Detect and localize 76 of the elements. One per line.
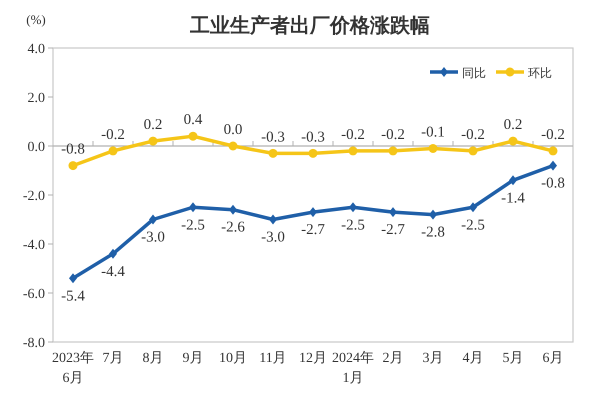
point bbox=[149, 214, 157, 224]
y-axis-title: (%) bbox=[26, 12, 46, 27]
chart-title: 工业生产者出厂价格涨跌幅 bbox=[189, 13, 430, 37]
y-tick-label: 0.0 bbox=[28, 140, 45, 155]
x-tick-label: 2023年6月 bbox=[52, 350, 94, 386]
point bbox=[268, 148, 278, 158]
point bbox=[548, 146, 558, 156]
point bbox=[148, 136, 158, 146]
data-label: -2.5 bbox=[461, 217, 485, 234]
data-label: -0.2 bbox=[461, 126, 485, 143]
data-label: -0.2 bbox=[101, 126, 125, 143]
point bbox=[508, 136, 518, 146]
y-tick-label: 2.0 bbox=[28, 91, 45, 106]
data-label: -2.5 bbox=[181, 217, 205, 234]
x-tick-label: 9月 bbox=[182, 351, 204, 366]
x-tick-label: 2024年1月 bbox=[332, 350, 374, 386]
data-label: -2.6 bbox=[221, 220, 246, 236]
data-label: -0.2 bbox=[541, 126, 565, 143]
data-label: -4.4 bbox=[101, 264, 126, 280]
point bbox=[469, 202, 477, 212]
point bbox=[108, 146, 118, 156]
point bbox=[429, 210, 437, 220]
point bbox=[549, 160, 557, 171]
data-label: -2.7 bbox=[301, 222, 326, 238]
x-tick-label: 10月 bbox=[219, 351, 247, 366]
data-label: -2.8 bbox=[421, 224, 445, 241]
data-label: 0.4 bbox=[184, 112, 203, 128]
point bbox=[69, 273, 77, 284]
data-label: -0.8 bbox=[61, 142, 85, 158]
point bbox=[349, 202, 357, 212]
x-tick-label: 11月 bbox=[259, 351, 287, 366]
y-tick-label: 4.0 bbox=[28, 42, 45, 57]
point bbox=[509, 175, 517, 186]
data-label: -0.3 bbox=[261, 129, 285, 146]
data-label: -3.0 bbox=[261, 230, 285, 246]
data-label: -1.4 bbox=[501, 190, 526, 206]
point bbox=[228, 142, 238, 150]
data-label: -3.0 bbox=[141, 230, 165, 246]
point bbox=[388, 146, 398, 156]
x-tick-label: 7月 bbox=[102, 351, 124, 366]
y-tick-label: -8.0 bbox=[22, 336, 45, 351]
data-label: -2.7 bbox=[381, 222, 406, 238]
legend-label: 环比 bbox=[528, 66, 552, 80]
data-label: -0.1 bbox=[421, 124, 445, 140]
x-tick-label: 4月 bbox=[462, 351, 484, 366]
point bbox=[109, 248, 117, 259]
data-label: -5.4 bbox=[61, 288, 86, 304]
data-label: -0.2 bbox=[341, 126, 365, 143]
point bbox=[428, 144, 438, 153]
x-tick-label: 5月 bbox=[502, 351, 524, 366]
data-label: -2.5 bbox=[341, 217, 365, 234]
point bbox=[189, 202, 197, 212]
point bbox=[309, 207, 317, 218]
x-tick-label: 12月 bbox=[299, 351, 327, 366]
point bbox=[229, 204, 237, 215]
data-label: 0.2 bbox=[504, 117, 522, 134]
point bbox=[188, 132, 198, 141]
y-tick-label: -4.0 bbox=[22, 238, 45, 253]
y-tick-label: -2.0 bbox=[22, 189, 45, 204]
legend-label: 同比 bbox=[462, 66, 486, 80]
point bbox=[348, 146, 358, 156]
data-label: -0.3 bbox=[301, 129, 325, 146]
data-label: 0.0 bbox=[224, 122, 242, 138]
data-label: -0.8 bbox=[541, 176, 565, 192]
point bbox=[389, 207, 397, 218]
x-tick-label: 3月 bbox=[422, 351, 444, 366]
point bbox=[68, 161, 78, 170]
y-tick-label: -6.0 bbox=[22, 287, 45, 302]
point bbox=[468, 146, 478, 156]
x-tick-label: 8月 bbox=[142, 351, 164, 366]
point bbox=[269, 214, 277, 224]
point bbox=[308, 148, 318, 158]
data-label: 0.2 bbox=[144, 117, 162, 134]
x-tick-label: 2月 bbox=[382, 351, 404, 366]
data-label: -0.2 bbox=[381, 126, 405, 143]
x-tick-label: 6月 bbox=[542, 351, 564, 366]
